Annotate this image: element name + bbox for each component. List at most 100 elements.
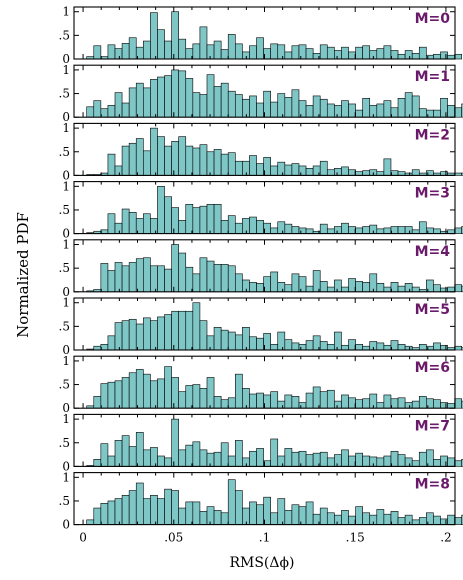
bar	[312, 95, 321, 118]
y-tick-label: 0	[62, 343, 70, 357]
bar	[107, 213, 116, 234]
bar	[390, 450, 399, 467]
bar	[178, 136, 187, 176]
bar	[334, 50, 342, 60]
bar	[433, 342, 441, 351]
bar	[206, 260, 215, 293]
bar	[227, 90, 236, 118]
y-tick-label: 0	[62, 52, 70, 66]
bar	[227, 215, 236, 234]
bar	[291, 89, 300, 118]
bar	[390, 282, 399, 293]
bar	[227, 455, 236, 467]
bar	[411, 53, 420, 60]
bar	[355, 399, 363, 409]
bar	[461, 172, 463, 176]
bar	[461, 459, 463, 467]
bar	[157, 265, 165, 293]
bar	[362, 226, 371, 234]
bar	[298, 344, 307, 351]
bar	[185, 78, 194, 118]
bar	[192, 43, 201, 60]
bar	[213, 264, 222, 293]
bar	[164, 196, 172, 234]
bar	[227, 34, 236, 60]
bar	[326, 169, 335, 176]
y-tick-label: 1	[62, 238, 70, 252]
y-tick-label: 0	[62, 168, 70, 182]
bar	[114, 222, 123, 234]
bar	[114, 498, 123, 525]
bar	[383, 45, 392, 60]
bar	[461, 285, 463, 293]
bar	[447, 286, 455, 293]
bar	[220, 220, 229, 234]
y-tick-label: 1	[62, 296, 70, 310]
bar	[100, 263, 109, 293]
bar	[121, 43, 130, 60]
bar	[227, 397, 236, 409]
bar	[447, 403, 455, 409]
bar	[404, 457, 413, 467]
bar	[192, 207, 201, 234]
bar	[100, 229, 109, 234]
bar	[93, 45, 102, 60]
bar	[319, 341, 328, 351]
bar	[135, 258, 144, 293]
bar	[348, 515, 356, 525]
bar	[213, 149, 222, 176]
bar	[397, 226, 406, 234]
bar	[334, 331, 342, 351]
bar	[213, 510, 222, 525]
bar	[256, 102, 264, 118]
bar	[291, 273, 300, 293]
bar	[213, 40, 222, 60]
bar	[270, 43, 279, 60]
bar	[100, 503, 109, 525]
bar	[93, 100, 102, 118]
bar	[249, 450, 257, 467]
bar	[135, 138, 144, 176]
bar	[143, 150, 151, 176]
bar	[171, 377, 179, 409]
bar	[433, 515, 441, 525]
bar	[135, 82, 144, 118]
panel-label: M=6	[415, 360, 450, 376]
bar	[433, 228, 441, 234]
panel-label: M=5	[415, 302, 450, 318]
bar	[298, 402, 307, 409]
bar	[284, 164, 293, 176]
bar	[185, 203, 194, 234]
bar	[150, 265, 158, 293]
bar	[227, 152, 236, 176]
panel-2: 0 .5 1 M=2	[59, 121, 463, 182]
bar	[107, 381, 116, 409]
bar	[404, 402, 413, 409]
bar	[383, 158, 392, 176]
bar	[150, 320, 158, 351]
bar	[192, 273, 201, 293]
x-tick-label: .15	[346, 531, 365, 545]
bar	[411, 400, 420, 409]
bar	[362, 455, 371, 467]
bar	[433, 459, 441, 467]
bar	[185, 310, 194, 351]
bar	[157, 76, 165, 118]
bar	[284, 97, 293, 118]
bar	[376, 103, 385, 118]
bar	[178, 70, 187, 118]
bar	[249, 95, 257, 118]
bar	[143, 87, 151, 118]
bar	[157, 378, 165, 409]
bar	[234, 490, 243, 525]
bar	[326, 228, 335, 234]
x-tick-label: 0	[79, 531, 87, 545]
bar	[376, 282, 385, 293]
bar	[93, 396, 102, 409]
bar	[341, 510, 349, 525]
bar	[291, 163, 300, 176]
bar	[277, 455, 286, 467]
bar	[164, 488, 172, 525]
bar	[128, 490, 137, 525]
bar	[157, 455, 165, 467]
